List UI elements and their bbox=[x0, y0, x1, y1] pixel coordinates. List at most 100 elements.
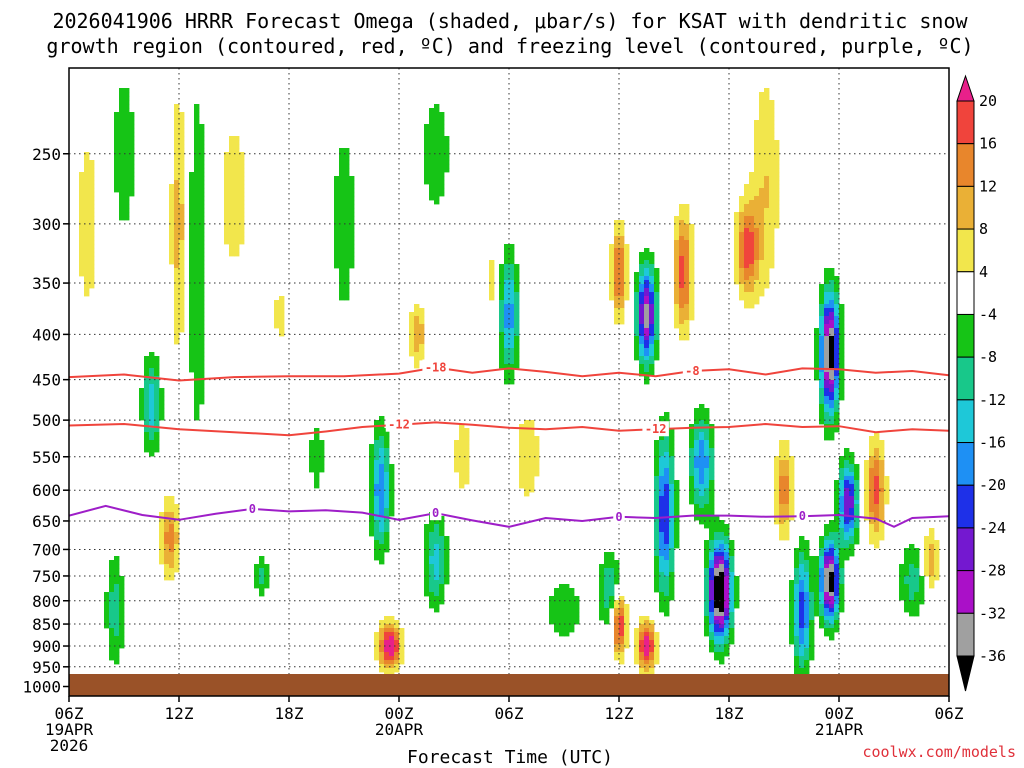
omega-cell bbox=[429, 580, 435, 585]
omega-cell bbox=[619, 316, 625, 321]
omega-cell bbox=[529, 428, 535, 433]
omega-cell bbox=[159, 548, 165, 553]
omega-cell bbox=[569, 624, 575, 629]
y-axis: 2503003504004505005506006507007508008509… bbox=[22, 145, 69, 697]
omega-cell bbox=[339, 228, 345, 233]
omega-cell bbox=[779, 468, 785, 473]
omega-cell bbox=[439, 596, 445, 601]
omega-cell bbox=[649, 372, 655, 377]
omega-cell bbox=[194, 292, 200, 297]
omega-cell bbox=[824, 612, 830, 617]
omega-cell bbox=[344, 180, 350, 185]
omega-cell bbox=[139, 388, 145, 393]
omega-cell bbox=[434, 176, 440, 181]
omega-cell bbox=[124, 160, 130, 165]
omega-cell bbox=[504, 352, 510, 357]
omega-cell bbox=[719, 600, 725, 605]
omega-cell bbox=[764, 216, 770, 221]
omega-cell bbox=[174, 216, 180, 221]
omega-cell bbox=[704, 496, 710, 501]
omega-cell bbox=[384, 620, 390, 625]
omega-cell bbox=[704, 576, 710, 581]
omega-cell bbox=[704, 428, 710, 433]
omega-cell bbox=[709, 596, 715, 601]
omega-cell bbox=[344, 288, 350, 293]
omega-cell bbox=[639, 368, 645, 373]
omega-cell bbox=[119, 184, 125, 189]
omega-cell bbox=[159, 404, 165, 409]
omega-cell bbox=[849, 480, 855, 485]
omega-cell bbox=[754, 276, 760, 281]
omega-cell bbox=[619, 280, 625, 285]
omega-cell bbox=[234, 148, 240, 153]
omega-cell bbox=[749, 216, 755, 221]
omega-cell bbox=[309, 464, 315, 469]
omega-cell bbox=[654, 644, 660, 649]
omega-cell bbox=[804, 648, 810, 653]
omega-cell bbox=[194, 416, 200, 421]
omega-cell bbox=[709, 552, 715, 557]
omega-cell bbox=[684, 276, 690, 281]
omega-cell bbox=[524, 424, 530, 429]
omega-cell bbox=[174, 116, 180, 121]
omega-cell bbox=[154, 384, 160, 389]
omega-cell bbox=[829, 336, 835, 341]
omega-cell bbox=[654, 640, 660, 645]
omega-cell bbox=[874, 496, 880, 501]
omega-cell bbox=[754, 192, 760, 197]
omega-cell bbox=[189, 224, 195, 229]
omega-cell bbox=[374, 420, 380, 425]
omega-cell bbox=[349, 256, 355, 261]
omega-cell bbox=[179, 204, 185, 209]
omega-cell bbox=[834, 556, 840, 561]
omega-cell bbox=[659, 504, 665, 509]
omega-cell bbox=[79, 204, 85, 209]
omega-cell bbox=[234, 136, 240, 141]
omega-cell bbox=[709, 440, 715, 445]
omega-cell bbox=[664, 452, 670, 457]
omega-cell bbox=[759, 228, 765, 233]
omega-cell bbox=[759, 128, 765, 133]
omega-cell bbox=[639, 356, 645, 361]
omega-cell bbox=[644, 320, 650, 325]
omega-cell bbox=[399, 660, 405, 665]
omega-cell bbox=[509, 332, 515, 337]
omega-cell bbox=[854, 468, 860, 473]
omega-cell bbox=[384, 480, 390, 485]
omega-cell bbox=[164, 564, 170, 569]
omega-cell bbox=[349, 236, 355, 241]
omega-cell bbox=[764, 104, 770, 109]
omega-cell bbox=[709, 508, 715, 513]
omega-cell bbox=[814, 344, 820, 349]
omega-cell bbox=[829, 372, 835, 377]
omega-cell bbox=[724, 608, 730, 613]
omega-cell bbox=[799, 580, 805, 585]
omega-cell bbox=[769, 252, 775, 257]
omega-cell bbox=[644, 256, 650, 261]
omega-cell bbox=[874, 512, 880, 517]
omega-cell bbox=[394, 636, 400, 641]
omega-cell bbox=[119, 576, 125, 581]
omega-cell bbox=[639, 332, 645, 337]
omega-cell bbox=[424, 540, 430, 545]
omega-cell bbox=[174, 136, 180, 141]
omega-cell bbox=[379, 540, 385, 545]
omega-cell bbox=[459, 440, 465, 445]
omega-cell bbox=[774, 140, 780, 145]
omega-cell bbox=[369, 488, 375, 493]
omega-cell bbox=[934, 576, 940, 581]
omega-cell bbox=[704, 416, 710, 421]
omega-cell bbox=[829, 404, 835, 409]
omega-cell bbox=[914, 580, 920, 585]
omega-cell bbox=[119, 140, 125, 145]
omega-cell bbox=[434, 540, 440, 545]
omega-cell bbox=[349, 192, 355, 197]
omega-cell bbox=[664, 524, 670, 529]
omega-cell bbox=[334, 264, 340, 269]
omega-cell bbox=[114, 184, 120, 189]
omega-cell bbox=[119, 636, 125, 641]
omega-cell bbox=[824, 396, 830, 401]
omega-cell bbox=[144, 384, 150, 389]
omega-cell bbox=[724, 632, 730, 637]
